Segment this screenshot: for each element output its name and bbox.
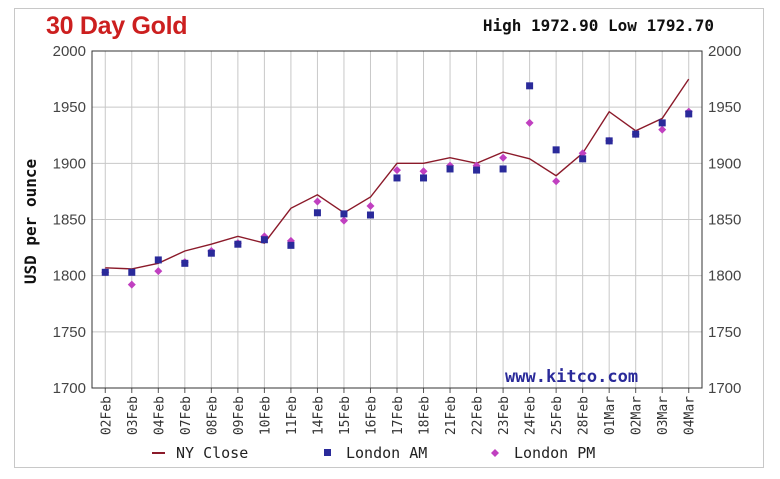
x-tick-label: 03Feb <box>126 396 141 435</box>
ny-close-line <box>105 78 690 270</box>
x-tick-label: 16Feb <box>364 396 379 435</box>
x-tick-label: 15Feb <box>338 396 353 435</box>
legend-swatch-london-pm <box>491 449 499 457</box>
london-pm-point <box>525 118 534 127</box>
london-am-point <box>552 146 560 154</box>
x-tick-label: 03Mar <box>656 396 671 435</box>
london-am-point <box>207 249 215 257</box>
x-tick-label: 04Feb <box>152 396 167 435</box>
london-am-point <box>605 137 613 145</box>
london-am-point <box>128 268 136 276</box>
london-pm-point <box>552 177 561 186</box>
london-am-point <box>393 174 401 182</box>
london-am-point <box>101 268 109 276</box>
london-am-point <box>260 236 268 244</box>
plot-border <box>91 50 703 389</box>
y-tick-label-left: 2000 <box>53 43 86 60</box>
london-pm-point <box>313 197 322 206</box>
london-pm-point <box>499 153 508 162</box>
high-low-summary: High 1972.90 Low 1792.70 <box>482 16 714 35</box>
x-tick-label: 01Mar <box>603 396 618 435</box>
london-am-point <box>181 259 189 267</box>
london-am-point <box>420 174 428 182</box>
london-am-point <box>234 240 242 248</box>
x-tick-label: 25Feb <box>550 396 565 435</box>
x-tick-label: 11Feb <box>285 396 300 435</box>
legend-label: London AM <box>346 444 427 462</box>
y-axis-label: USD per ounce <box>21 159 40 284</box>
y-tick-label-left: 1900 <box>53 155 86 172</box>
x-tick-label: 04Mar <box>683 396 698 435</box>
x-tick-label: 22Feb <box>471 396 486 435</box>
legend-label: London PM <box>514 444 595 462</box>
x-tick-label: 24Feb <box>524 396 539 435</box>
y-tick-label-right: 1850 <box>708 212 741 229</box>
x-tick-label: 23Feb <box>497 396 512 435</box>
london-am-point <box>685 110 693 118</box>
y-tick-label-left: 1700 <box>53 380 86 397</box>
chart-title: 30 Day Gold <box>46 12 188 40</box>
y-tick-label-right: 2000 <box>708 43 741 60</box>
london-pm-point <box>393 166 401 175</box>
kitco-watermark: www.kitco.com <box>505 367 639 387</box>
x-tick-label: 07Feb <box>179 396 194 435</box>
y-tick-label-left: 1950 <box>53 99 86 116</box>
x-tick-label: 02Feb <box>99 396 114 435</box>
london-am-point <box>446 165 454 173</box>
london-am-point <box>632 130 640 138</box>
london-am-point <box>287 241 295 249</box>
london-pm-point <box>578 149 587 158</box>
x-tick-label: 09Feb <box>232 396 247 435</box>
x-tick-label: 21Feb <box>444 396 459 435</box>
y-tick-label-left: 1850 <box>53 212 86 229</box>
london-pm-point <box>154 267 163 276</box>
london-am-point <box>579 155 587 163</box>
london-am-point <box>473 166 481 174</box>
y-tick-label-left: 1800 <box>53 268 86 285</box>
london-am-point <box>499 165 507 173</box>
london-pm-point <box>366 202 375 211</box>
london-am-point <box>658 119 666 127</box>
london-am-point <box>313 209 321 217</box>
y-tick-label-right: 1900 <box>708 155 741 172</box>
y-tick-label-left: 1750 <box>53 324 86 341</box>
london-pm-point <box>419 167 428 176</box>
x-tick-label: 14Feb <box>311 396 326 435</box>
x-tick-label: 17Feb <box>391 396 406 435</box>
london-pm-point <box>658 125 667 134</box>
legend-label: NY Close <box>176 444 248 462</box>
london-am-point <box>154 256 162 264</box>
legend-swatch-london-am <box>324 449 331 456</box>
london-am-point <box>526 82 534 90</box>
london-pm-point <box>339 216 348 225</box>
x-tick-label: 08Feb <box>205 396 220 435</box>
x-tick-label: 18Feb <box>418 396 433 435</box>
y-tick-label-right: 1800 <box>708 268 741 285</box>
y-tick-label-right: 1950 <box>708 99 741 116</box>
y-tick-label-right: 1700 <box>708 380 741 397</box>
y-tick-label-right: 1750 <box>708 324 741 341</box>
x-tick-label: 02Mar <box>630 396 645 435</box>
london-am-point <box>366 211 374 219</box>
london-pm-point <box>127 280 136 289</box>
x-tick-label: 28Feb <box>577 396 592 435</box>
x-tick-label: 10Feb <box>258 396 273 435</box>
london-am-point <box>340 210 348 218</box>
